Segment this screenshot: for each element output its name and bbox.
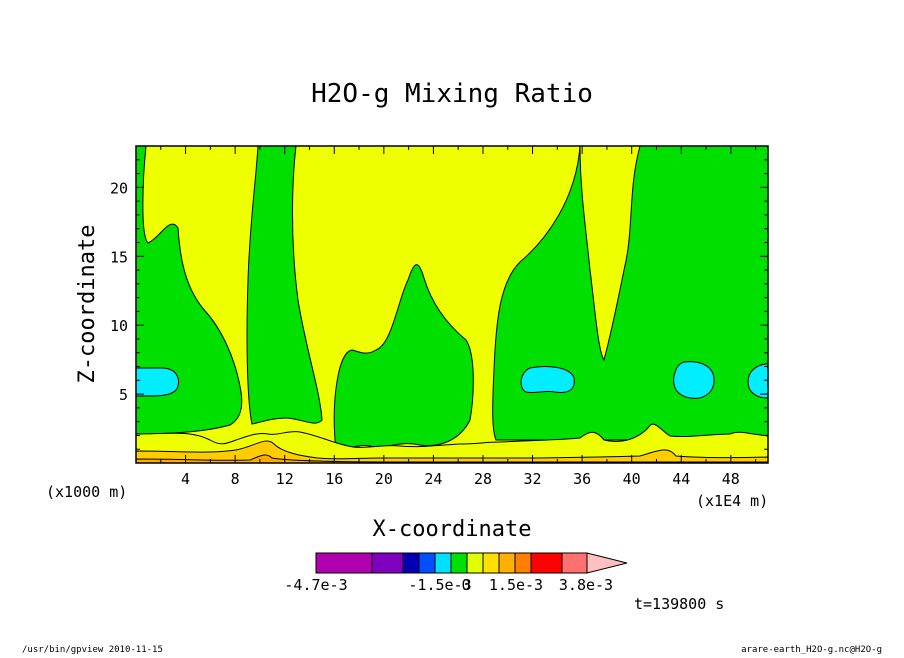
colorbar-label: 3.8e-3	[559, 576, 613, 594]
y-tick-label: 15	[110, 248, 128, 266]
colorbar-swatch	[434, 552, 452, 574]
footer-right: arare-earth_H2O-g.nc@H2O-g	[741, 645, 882, 654]
footer-left: /usr/bin/gpview 2010-11-15	[22, 645, 163, 654]
x-tick-label: 40	[623, 470, 641, 488]
colorbar-swatch	[561, 552, 588, 574]
y-axis-label: Z-coordinate	[75, 225, 100, 384]
x-tick-label: 28	[474, 470, 492, 488]
x-unit-right: (x1E4 m)	[696, 492, 768, 510]
time-label: t=139800 s	[634, 595, 724, 613]
x-tick-label: 36	[573, 470, 591, 488]
green-region-middle	[333, 264, 474, 451]
colorbar-label: -1.5e-3	[408, 576, 471, 594]
orange-band-1	[136, 440, 768, 463]
x-tick-label: 20	[375, 470, 393, 488]
cyan-blob-1	[136, 367, 179, 397]
y-axis: 5 10 15 20	[110, 159, 768, 450]
colorbar-swatch	[371, 552, 404, 574]
cyan-blob-3	[673, 361, 715, 399]
colorbar-swatch	[466, 552, 484, 574]
x-tick-label: 4	[181, 470, 190, 488]
x-tick-label: 48	[722, 470, 740, 488]
green-region-band	[246, 146, 323, 425]
plot-frame	[135, 145, 769, 464]
orange-band-2	[136, 454, 768, 463]
x-axis: 4 8 12 16 20 24 28 32 36 40 44 48	[160, 146, 757, 488]
colorbar-swatch	[530, 552, 563, 574]
cyan-blob-2	[520, 366, 575, 394]
y-tick-label: 5	[119, 386, 128, 404]
x-tick-label: 32	[524, 470, 542, 488]
cyan-blob-4	[747, 363, 768, 399]
colorbar-arrow	[586, 552, 628, 574]
green-region-left	[136, 146, 243, 435]
x-tick-label: 12	[276, 470, 294, 488]
colorbar-swatch	[450, 552, 468, 574]
contour-field	[136, 146, 768, 463]
colorbar-swatch	[418, 552, 436, 574]
y-tick-label: 20	[110, 179, 128, 197]
colorbar-swatch	[482, 552, 500, 574]
colorbar-labels: -4.7e-3 -1.5e-30 1.5e-3 3.8e-3	[284, 576, 613, 594]
chart-title: H2O-g Mixing Ratio	[311, 79, 593, 109]
colorbar-label: -4.7e-3	[284, 576, 347, 594]
x-unit-left: (x1000 m)	[46, 483, 127, 501]
colorbar	[315, 552, 628, 574]
colorbar-label: 0	[461, 576, 470, 594]
colorbar-label: 1.5e-3	[489, 576, 543, 594]
x-tick-label: 16	[325, 470, 343, 488]
x-tick-label: 24	[424, 470, 442, 488]
x-tick-label: 8	[231, 470, 240, 488]
x-tick-label: 44	[672, 470, 690, 488]
colorbar-swatch	[402, 552, 420, 574]
colorbar-swatch	[498, 552, 516, 574]
y-tick-label: 10	[110, 317, 128, 335]
colorbar-swatch	[514, 552, 532, 574]
x-axis-label: X-coordinate	[373, 517, 532, 542]
colorbar-swatch	[315, 552, 373, 574]
